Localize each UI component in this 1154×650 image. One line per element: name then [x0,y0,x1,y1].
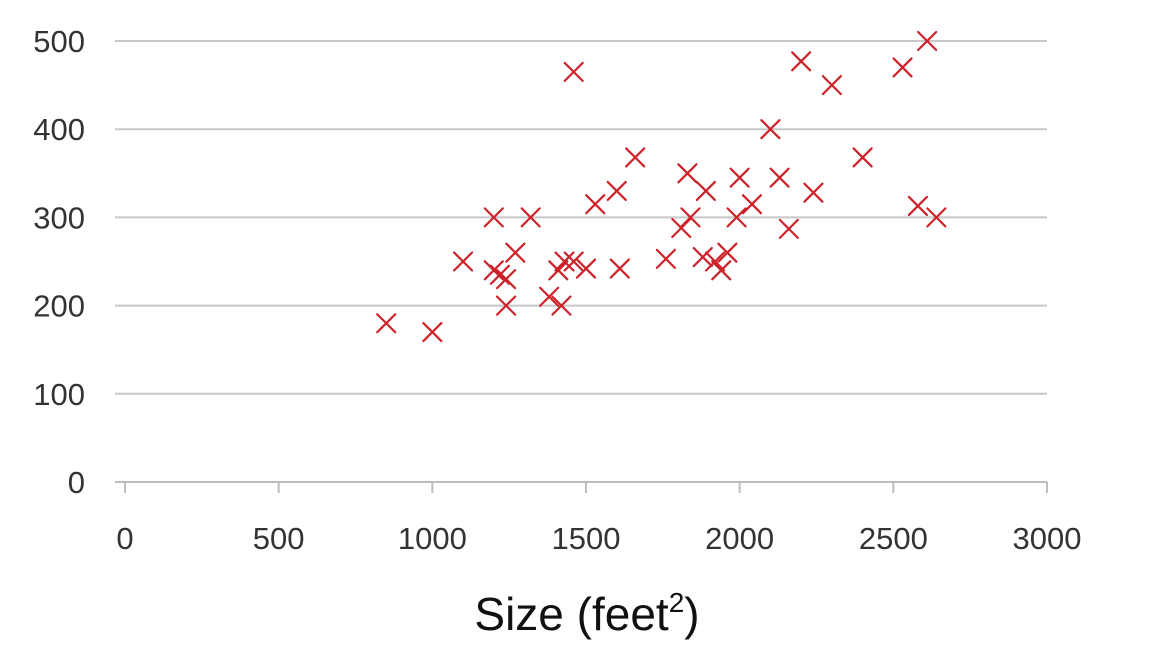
data-point [907,195,929,217]
y-tick-labels: 0 100 200 300 400 500 [33,24,85,500]
data-point [917,30,938,52]
data-point [539,286,560,307]
data-point [625,147,646,168]
data-point [892,57,913,78]
x-tick-label: 0 [116,521,133,556]
data-point [575,258,597,279]
data-point [495,295,517,316]
data-point [695,180,716,202]
data-point [422,321,443,343]
x-axis-label: Size (feet2) [474,587,699,640]
x-tick-label: 2000 [705,521,774,556]
x-tick-label: 2500 [859,521,928,556]
x-tick-label: 3000 [1013,521,1082,556]
x-tick-label: 1000 [398,521,467,556]
data-point [609,258,630,279]
data-point [717,242,738,263]
data-point [726,207,747,228]
data-point [692,246,713,268]
x-tick-label: 500 [253,521,305,556]
data-point [554,251,575,272]
y-tick-label: 300 [33,200,85,235]
data-point [505,242,526,263]
y-tick-label: 200 [33,289,85,324]
data-point [677,163,698,184]
data-point [483,260,504,281]
y-tick-label: 400 [33,112,85,147]
data-point [495,269,517,290]
data-point [821,74,842,96]
data-point [729,167,750,188]
x-tick-labels: 0 500 1000 1500 2000 2500 3000 [116,521,1081,556]
data-point [563,61,584,82]
data-point [852,147,873,168]
data-point [548,260,569,281]
data-point [704,251,726,272]
data-point [791,51,812,72]
data-point [680,207,701,228]
y-tick-label: 500 [33,24,85,59]
data-point [452,251,474,272]
data-points [376,30,947,343]
data-point [563,251,584,272]
data-point [520,207,541,228]
data-point [483,207,504,228]
data-point [606,180,627,202]
data-point [711,260,732,281]
data-point [655,248,677,269]
data-point [489,264,511,285]
data-point [551,295,572,316]
y-tick-label: 100 [33,377,85,412]
data-point [741,194,763,215]
gridlines [115,40,1047,395]
data-point [778,218,799,239]
data-point [585,194,606,215]
data-point [926,207,947,228]
x-tick-label: 1500 [552,521,621,556]
data-point [376,313,397,334]
data-point [760,119,781,140]
axes [115,481,1048,493]
data-point [769,167,790,188]
y-tick-label: 0 [68,465,85,500]
data-point [803,182,824,203]
